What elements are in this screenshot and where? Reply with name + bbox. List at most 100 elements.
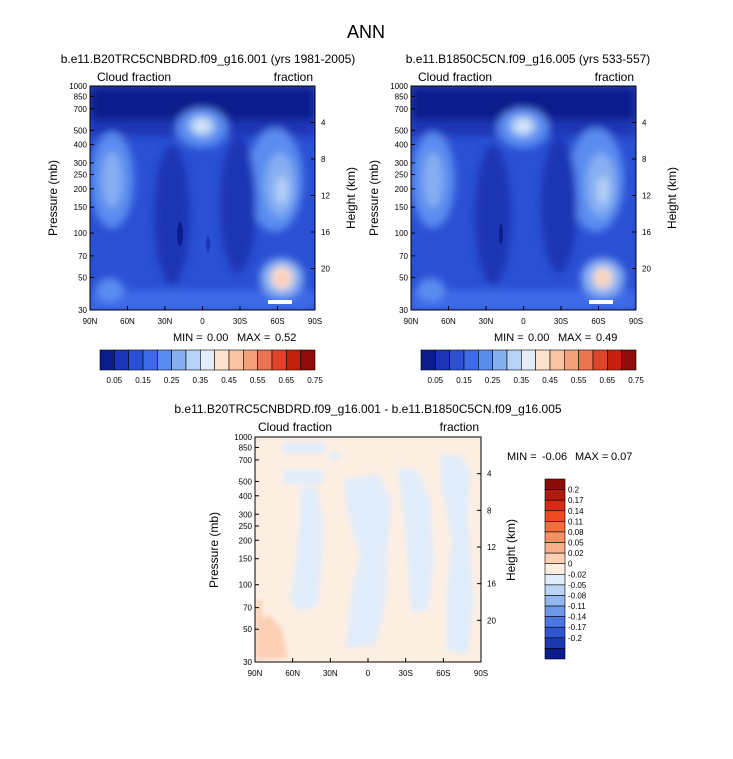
y-tick-label: 150 [74,203,88,212]
panel-3-left-label: Cloud fraction [258,420,332,434]
panel-1-y-label: Pressure (mb) [46,160,60,236]
colorbar-label: 0.45 [221,376,237,385]
panel-2-left-label: Cloud fraction [418,70,492,84]
colorbar-box [185,349,201,371]
y-right-tick-label: 16 [321,228,330,237]
colorbar-label: 0.05 [568,539,584,548]
colorbar-label: 0.05 [107,376,123,385]
y-tick-label: 1000 [390,82,408,91]
y-right-tick-label: 20 [321,265,330,274]
y-tick-label: 700 [239,456,253,465]
x-tick-label: 60N [120,317,135,326]
x-tick-label: 0 [200,317,205,326]
panel-3-max-value: 0.07 [611,451,632,463]
colorbar-label: 0.65 [279,376,295,385]
panel-1-max-value: 0.52 [275,332,296,344]
panel-3-min-value: -0.06 [542,451,567,463]
colorbar-box [544,584,566,596]
colorbar-label: 0.25 [485,376,501,385]
colorbar-box [243,349,258,371]
panel-3-y-label: Pressure (mb) [207,512,221,588]
x-tick-label: 60N [441,317,456,326]
y-tick-label: 100 [74,229,88,238]
panel-2-y-right-label: Height (km) [665,167,679,229]
y-tick-label: 250 [239,522,253,531]
panel-1-yr-ticks: 20 16 12 8 4 [311,119,330,274]
colorbar-label: -0.17 [568,623,587,632]
y-right-tick-label: 12 [642,192,651,201]
colorbar-box [544,542,566,554]
colorbar-box [544,489,566,501]
panel-1-y-right-label: Height (km) [344,167,358,229]
colorbar-box [157,349,172,371]
colorbar-box [420,349,436,371]
y-tick-label: 30 [78,306,87,315]
panel-1-max-label: MAX = [237,332,270,344]
panel-3: b.e11.B20TRC5CNBDRD.f09_g16.001 - b.e11.… [174,402,632,678]
colorbar-label: 0 [568,560,573,569]
colorbar-box [257,349,273,371]
panel-1: b.e11.B20TRC5CNBDRD.f09_g16.001 (yrs 198… [46,52,358,385]
y-tick-label: 400 [239,492,253,501]
colorbar-box [114,349,129,371]
colorbar-box [544,616,566,628]
colorbar-label: -0.11 [568,602,586,611]
colorbar-box [492,349,508,371]
y-tick-label: 200 [239,536,253,545]
colorbar-label: 0.15 [135,376,151,385]
y-tick-label: 500 [239,477,253,486]
panel-1-min-value: 0.00 [207,332,228,344]
y-tick-label: 1000 [69,82,87,91]
colorbar-label: -0.08 [568,591,587,600]
colorbar-box [544,626,566,639]
y-tick-label: 700 [395,105,409,114]
x-tick-label: 60N [285,669,300,678]
colorbar-box [286,349,301,371]
colorbar-label: 0.14 [568,507,584,516]
y-tick-label: 850 [239,443,253,452]
panel-2-title: b.e11.B1850C5CN.f09_g16.005 (yrs 533-557… [406,52,651,66]
y-tick-label: 70 [399,252,408,261]
colorbar-box [544,521,566,533]
panel-2-colorbar: 0.05 0.15 0.25 0.35 0.45 0.55 0.65 0.75 [420,349,644,385]
colorbar-label: -0.02 [568,570,587,579]
panel-2-y-label: Pressure (mb) [367,160,381,236]
colorbar-box [549,349,565,371]
x-tick-label: 0 [366,669,371,678]
x-tick-label: 90N [248,669,263,678]
x-tick-label: 60S [270,317,284,326]
colorbar-box [544,478,566,490]
colorbar-box [544,499,566,512]
panel-3-field [255,437,481,662]
colorbar-box [128,349,144,371]
y-tick-label: 500 [74,126,88,135]
y-tick-label: 400 [395,141,409,150]
x-tick-label: 90S [308,317,322,326]
panel-2-yr-ticks: 20 16 12 8 4 [632,119,651,274]
y-right-tick-label: 12 [321,192,330,201]
panel-3-right-label: fraction [440,420,479,434]
colorbar-box [535,349,551,371]
panel-3-colorbar: 0.20.170.140.110.080.050.020-0.02-0.05-0… [544,478,587,660]
colorbar-label: 0.65 [600,376,616,385]
colorbar-label: 0.11 [568,517,584,526]
colorbar-box [544,510,566,522]
colorbar-box [99,349,115,371]
y-tick-label: 300 [74,159,88,168]
y-tick-label: 300 [395,159,409,168]
colorbar-label: -0.14 [568,613,587,622]
y-tick-label: 70 [243,604,252,613]
colorbar-box [228,349,244,371]
panel-2-min-label: MIN = [494,332,524,344]
colorbar-box [521,349,536,371]
colorbar-box [271,349,287,371]
colorbar-box [171,349,187,371]
colorbar-label: -0.2 [568,634,582,643]
colorbar-label: 0.08 [568,528,584,537]
y-tick-label: 100 [239,581,253,590]
colorbar-box [435,349,450,371]
x-tick-label: 60S [436,669,450,678]
colorbar-label: 0.35 [514,376,530,385]
colorbar-box [463,349,479,371]
